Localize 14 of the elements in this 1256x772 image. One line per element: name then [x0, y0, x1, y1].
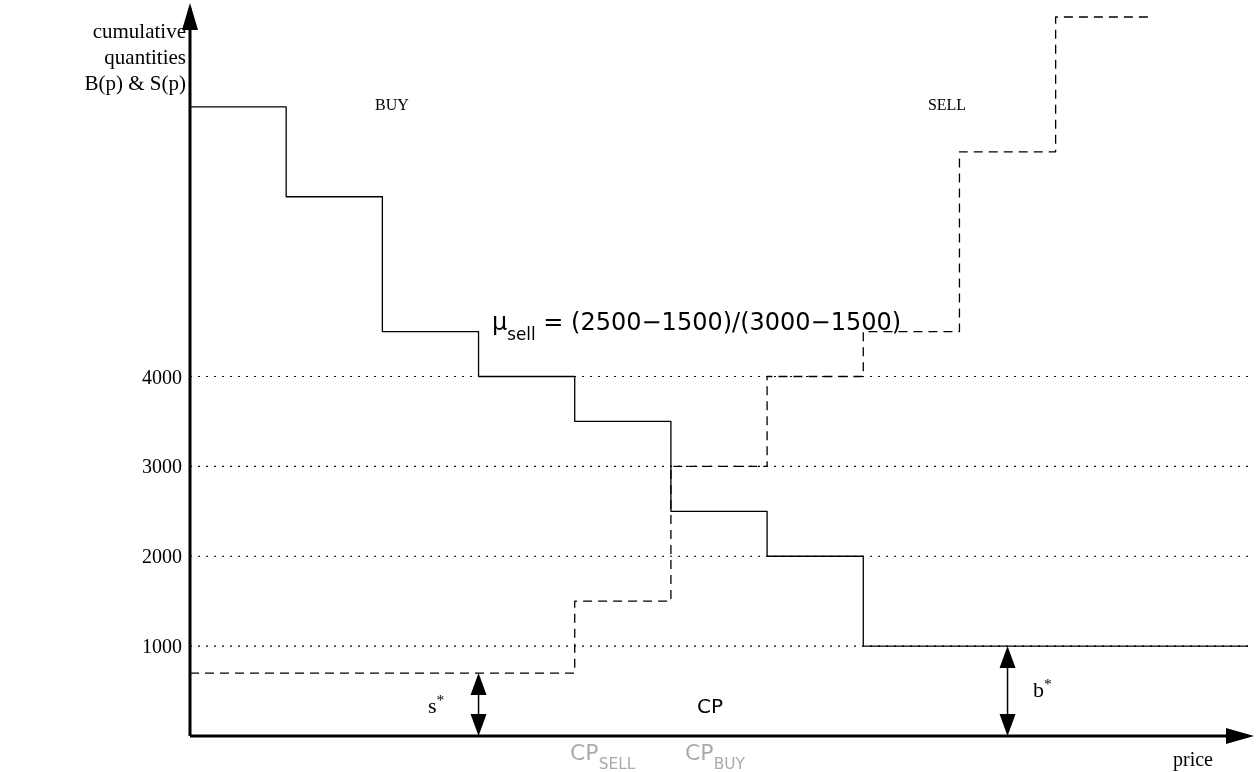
y-tick-label: 2000 — [142, 545, 182, 568]
annotation: BUY — [375, 96, 410, 113]
text: CP$_{BUY}$ — [685, 740, 746, 772]
y-tick-label: 4000 — [142, 365, 182, 388]
y-tick-label: 3000 — [142, 455, 182, 478]
annotation: CP — [696, 694, 724, 718]
annotation: b$^{*}$ — [1033, 674, 1052, 702]
annotation: SELL — [927, 96, 967, 113]
annotation: s$^{*}$ — [428, 690, 445, 718]
x-axis-title: price — [1173, 748, 1214, 771]
annotation: μ$_{sell}$ = (2500−1500)/(3000−1500) — [492, 308, 902, 344]
text: CP$_{SELL}$ — [570, 740, 636, 772]
y-tick-label: 1000 — [142, 635, 182, 658]
y-axis-title: cumulative quantities B(p) & S(p) — [83, 18, 186, 96]
